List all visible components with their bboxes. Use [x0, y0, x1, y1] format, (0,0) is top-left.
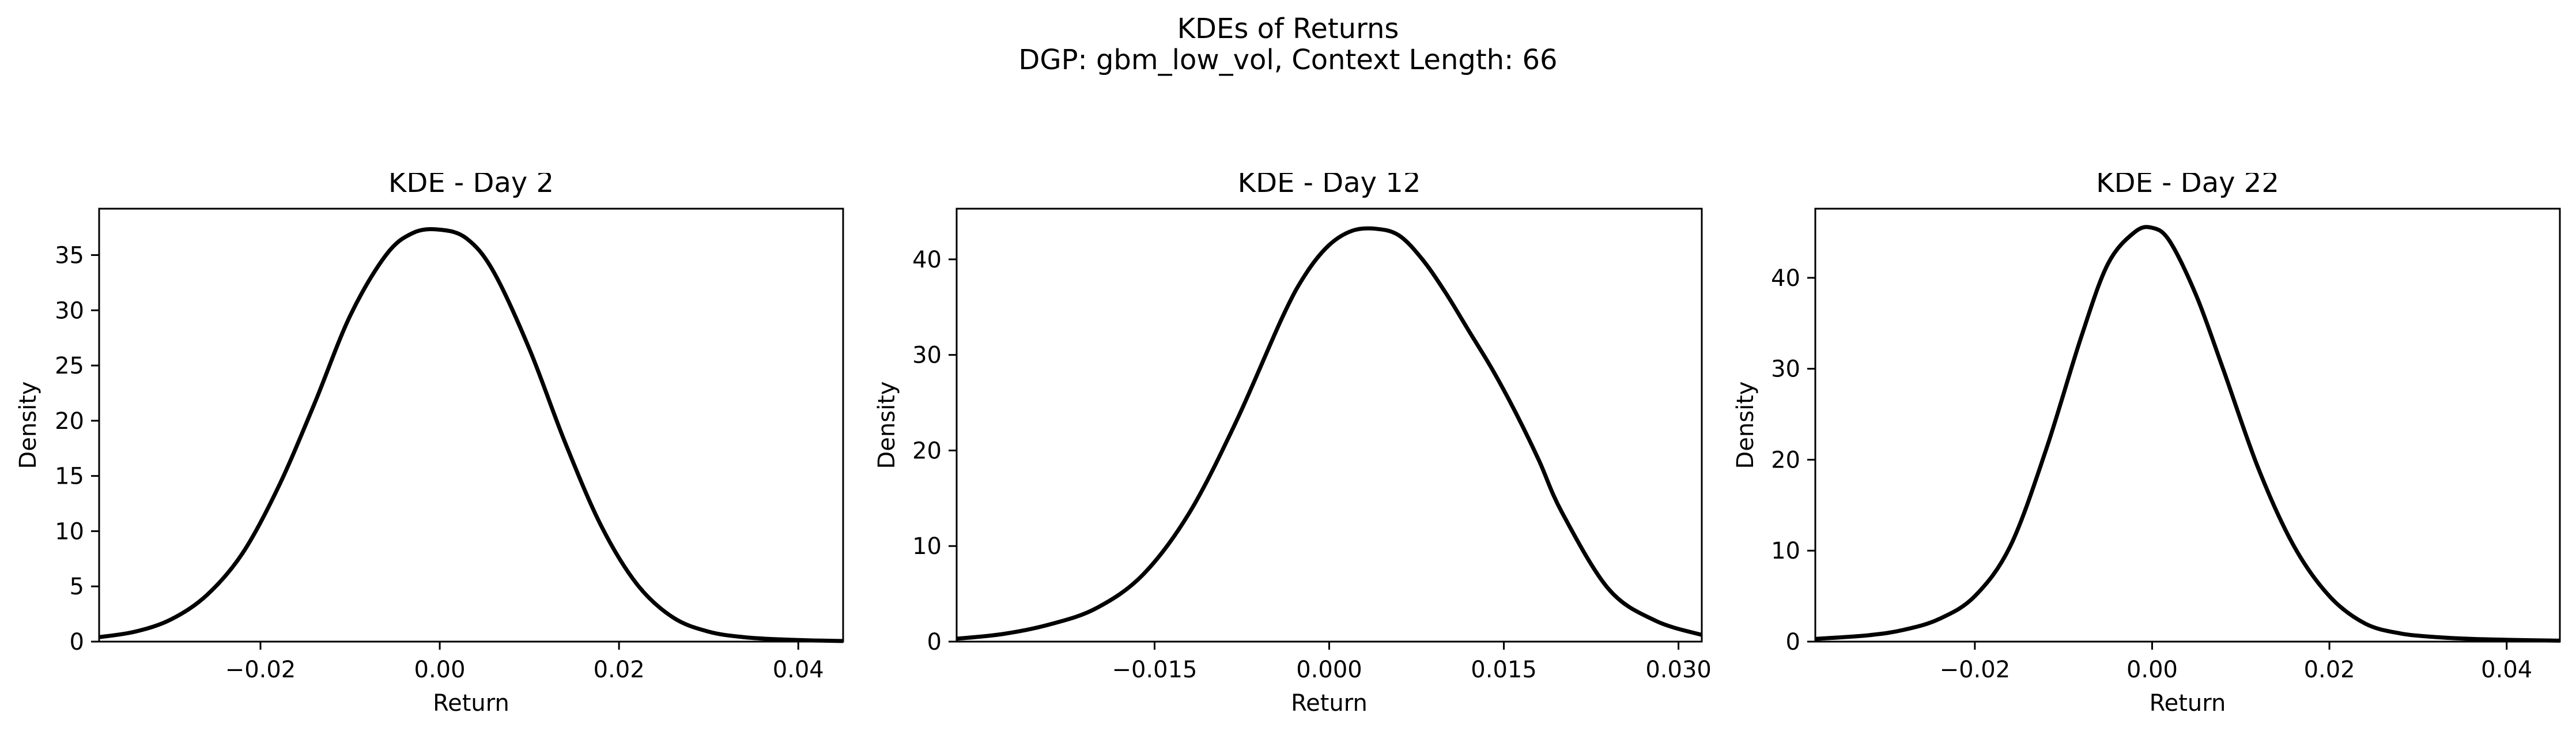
x-tick-label: 0.04 — [2481, 657, 2532, 683]
x-tick-label: 0.015 — [1471, 657, 1537, 683]
x-tick-label: 0.02 — [2304, 657, 2355, 683]
x-tick-label: 0.04 — [773, 657, 824, 683]
y-tick-label: 0 — [927, 629, 942, 655]
x-axis-label: Return — [433, 690, 509, 717]
figure-subtitle: DGP: gbm_low_vol, Context Length: 66 — [1018, 44, 1558, 76]
kde-line-series-0 — [956, 226, 1703, 641]
y-tick-label: 20 — [912, 438, 942, 464]
y-tick-label: 30 — [55, 297, 84, 324]
axes-frame — [1814, 208, 2561, 643]
axes-title: KDE - Day 2 — [388, 173, 554, 199]
y-tick-label: 35 — [55, 242, 84, 269]
y-tick-label: 10 — [912, 533, 942, 560]
y-tick-label: 0 — [1786, 629, 1800, 655]
chart-day-12: KDE - Day 12 −0.015 0.000 0.015 0.030 0 10 20 30… — [874, 173, 1712, 717]
y-axis-label: Density — [874, 381, 900, 469]
axes-title: KDE - Day 12 — [1238, 173, 1421, 199]
y-tick-label: 10 — [1771, 538, 1800, 564]
y-tick-label: 15 — [55, 463, 84, 490]
x-axis-label: Return — [1291, 690, 1368, 717]
y-axis-label: Density — [1732, 381, 1759, 469]
y-tick-label: 25 — [55, 353, 84, 379]
y-tick-label: 40 — [912, 247, 942, 273]
y-tick-label: 20 — [55, 408, 84, 435]
axes-title: KDE - Day 22 — [2096, 173, 2279, 199]
y-axis-label: Density — [15, 381, 41, 469]
x-tick-label: 0.030 — [1645, 657, 1712, 683]
chart-day-2: KDE - Day 2 −0.02 0.00 0.02 0.04 0 5 10 15 20 25 30… — [15, 173, 844, 717]
x-tick-label: 0.00 — [2126, 657, 2178, 683]
kde-line-series-0 — [99, 227, 844, 643]
x-tick-label: 0.000 — [1296, 657, 1362, 683]
y-tick-label: 40 — [1771, 265, 1800, 292]
x-tick-label: −0.015 — [1112, 657, 1197, 683]
kde-line-series-0 — [1815, 225, 2560, 643]
y-tick-label: 10 — [55, 518, 84, 545]
x-tick-label: 0.00 — [414, 657, 466, 683]
x-axis-label: Return — [2150, 690, 2226, 717]
x-tick-label: 0.02 — [594, 657, 645, 683]
axes-frame — [955, 208, 1703, 643]
y-tick-label: 30 — [1771, 356, 1800, 383]
chart-day-22: KDE - Day 22 −0.02 0.00 0.02 0.04 0 10 20 30 40 Re… — [1732, 173, 2561, 717]
x-tick-label: −0.02 — [1940, 657, 2011, 683]
y-tick-label: 20 — [1771, 447, 1800, 473]
y-tick-label: 30 — [912, 342, 942, 369]
x-tick-label: −0.02 — [225, 657, 296, 683]
figure-title: KDEs of Returns — [1177, 13, 1399, 45]
y-tick-label: 0 — [70, 629, 84, 655]
axes-frame — [98, 208, 844, 643]
y-tick-label: 5 — [70, 574, 84, 600]
